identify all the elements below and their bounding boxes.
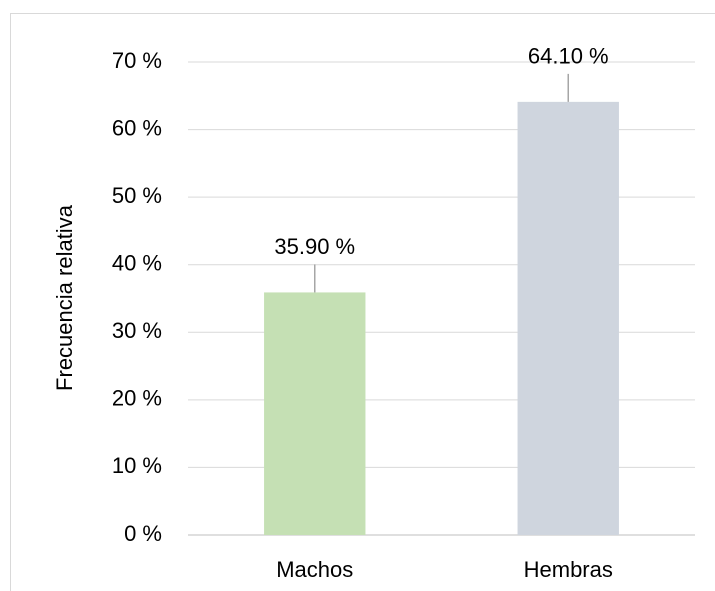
data-label: 35.90 % (274, 234, 355, 259)
y-tick-label: 60 % (112, 115, 162, 140)
y-tick-label: 40 % (112, 251, 162, 276)
data-label: 64.10 % (528, 44, 609, 69)
bar (517, 101, 619, 536)
y-tick-label: 20 % (112, 386, 162, 411)
y-tick-label: 0 % (124, 521, 162, 546)
y-axis-title: Frecuencia relativa (52, 204, 77, 391)
y-tick-label: 10 % (112, 453, 162, 478)
chart-frame (10, 13, 715, 591)
x-tick-label: Machos (276, 557, 353, 582)
y-tick-label: 70 % (112, 48, 162, 73)
y-tick-label: 30 % (112, 318, 162, 343)
y-tick-label: 50 % (112, 183, 162, 208)
bar (264, 292, 366, 535)
x-tick-label: Hembras (524, 557, 613, 582)
